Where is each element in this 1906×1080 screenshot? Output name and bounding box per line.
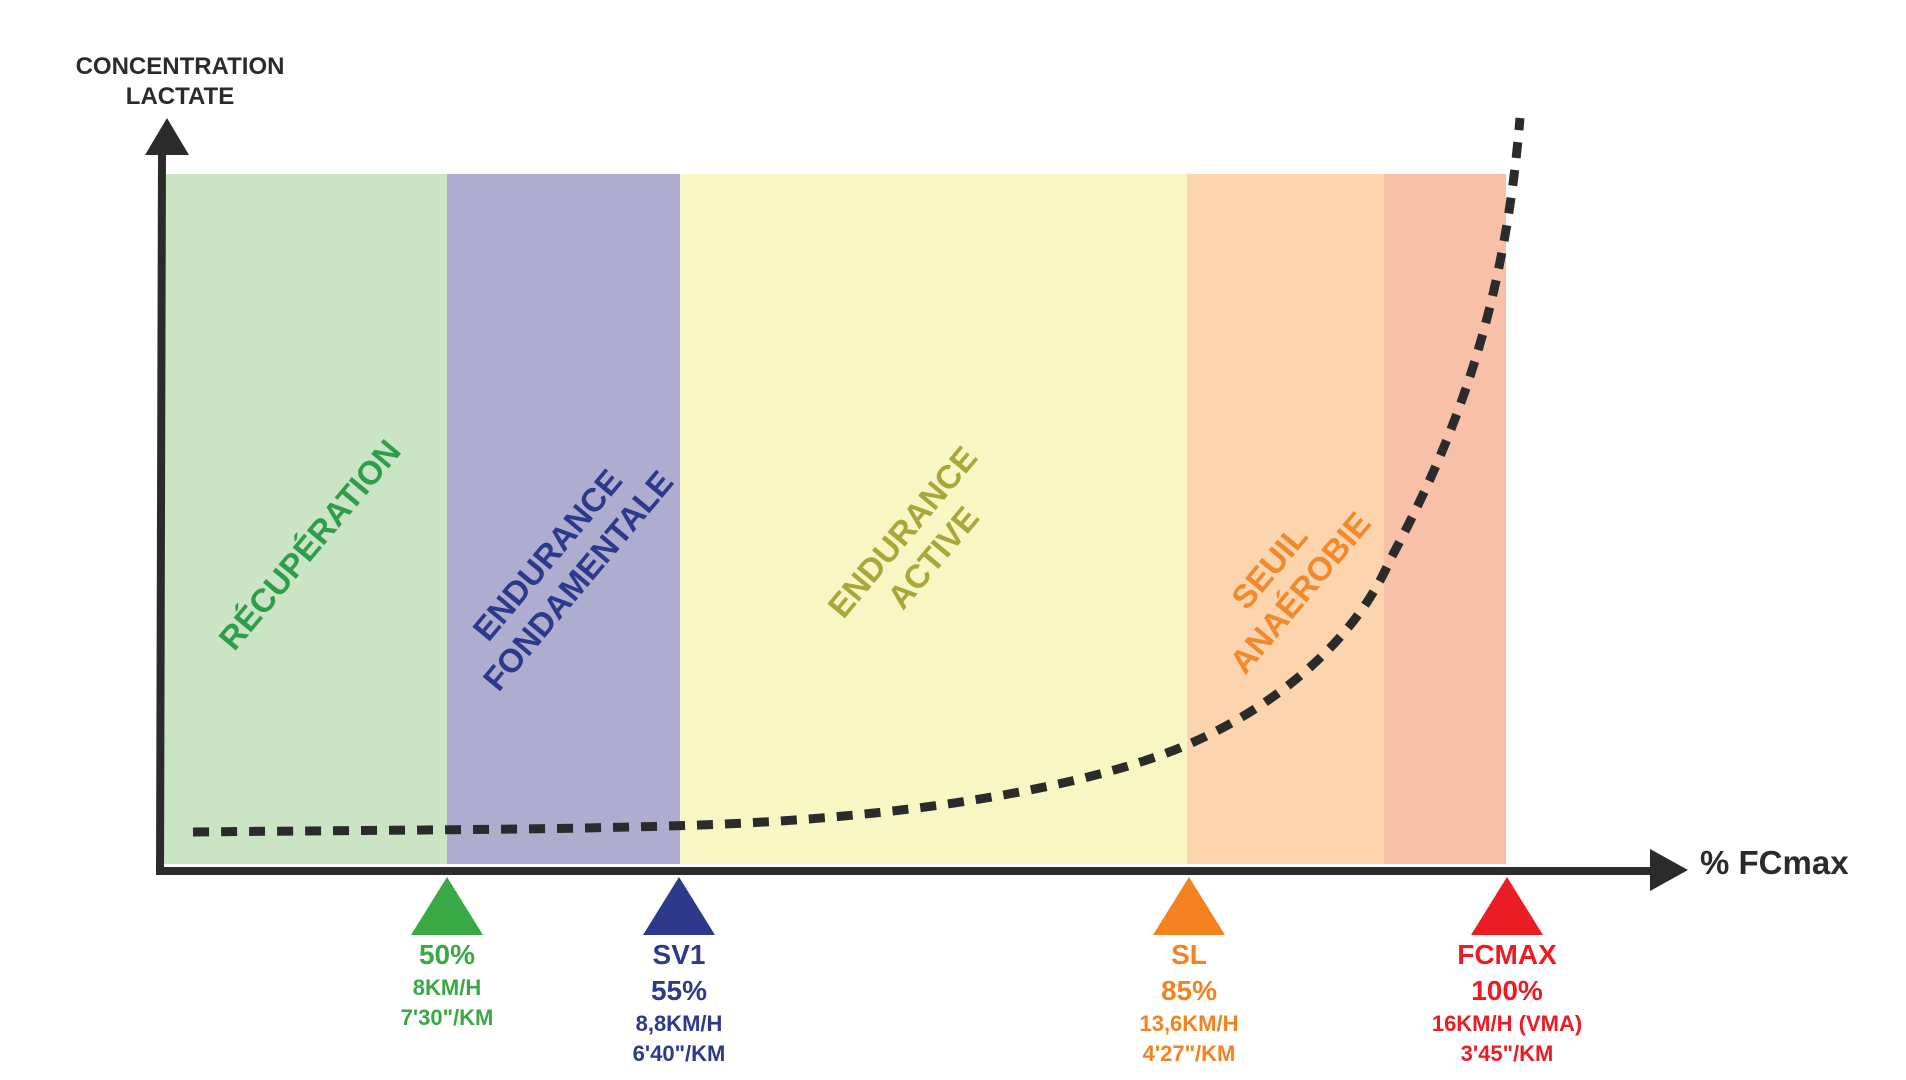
marker-triangle-icon [1153, 877, 1225, 935]
marker-line: 50% [418, 939, 476, 970]
x-axis-title: % FCmax [1700, 844, 1849, 881]
marker-line: 7'30"/KM [400, 1005, 494, 1030]
marker-line: 8KM/H [412, 975, 482, 1000]
marker-sl: SL 85% 13,6KM/H 4'27"/KM [1059, 877, 1319, 1069]
y-axis-arrowhead [145, 118, 189, 155]
y-axis-title: CONCENTRATION LACTATE [60, 52, 300, 112]
y-axis-line [156, 149, 166, 875]
lactate-curve [192, 117, 1525, 837]
x-axis-arrowhead [1650, 849, 1688, 891]
marker-line: SL [1171, 939, 1207, 970]
marker-50-percent: 50% 8KM/H 7'30"/KM [317, 877, 577, 1033]
marker-line: SV1 [652, 939, 706, 970]
zone-endurance-fondamentale-band [447, 174, 680, 864]
marker-triangle-icon [643, 877, 715, 935]
zone-endurance-active-band [680, 174, 1187, 864]
marker-line: 8,8KM/H [635, 1011, 723, 1036]
marker-line: 3'45"/KM [1460, 1041, 1554, 1066]
marker-fcmax: FCMAX 100% 16KM/H (VMA) 3'45"/KM [1377, 877, 1637, 1069]
marker-triangle-icon [1471, 877, 1543, 935]
marker-line: FCMAX [1457, 939, 1557, 970]
zone-fcmax-band [1384, 174, 1506, 864]
marker-line: 6'40"/KM [632, 1041, 726, 1066]
marker-line: 100% [1471, 975, 1543, 1006]
marker-line: 4'27"/KM [1142, 1041, 1236, 1066]
marker-line: 55% [650, 975, 708, 1006]
zone-recuperation-band [162, 174, 447, 864]
y-axis-title-line-2: LACTATE [125, 83, 235, 110]
marker-line: 16KM/H (VMA) [1431, 1011, 1583, 1036]
marker-line: 13,6KM/H [1139, 1011, 1239, 1036]
zone-seuil-anaerobie-band [1187, 174, 1384, 864]
y-axis-title-line-1: CONCENTRATION [75, 53, 285, 80]
marker-sv1: SV1 55% 8,8KM/H 6'40"/KM [549, 877, 809, 1069]
marker-triangle-icon [411, 877, 483, 935]
marker-line: 85% [1160, 975, 1218, 1006]
